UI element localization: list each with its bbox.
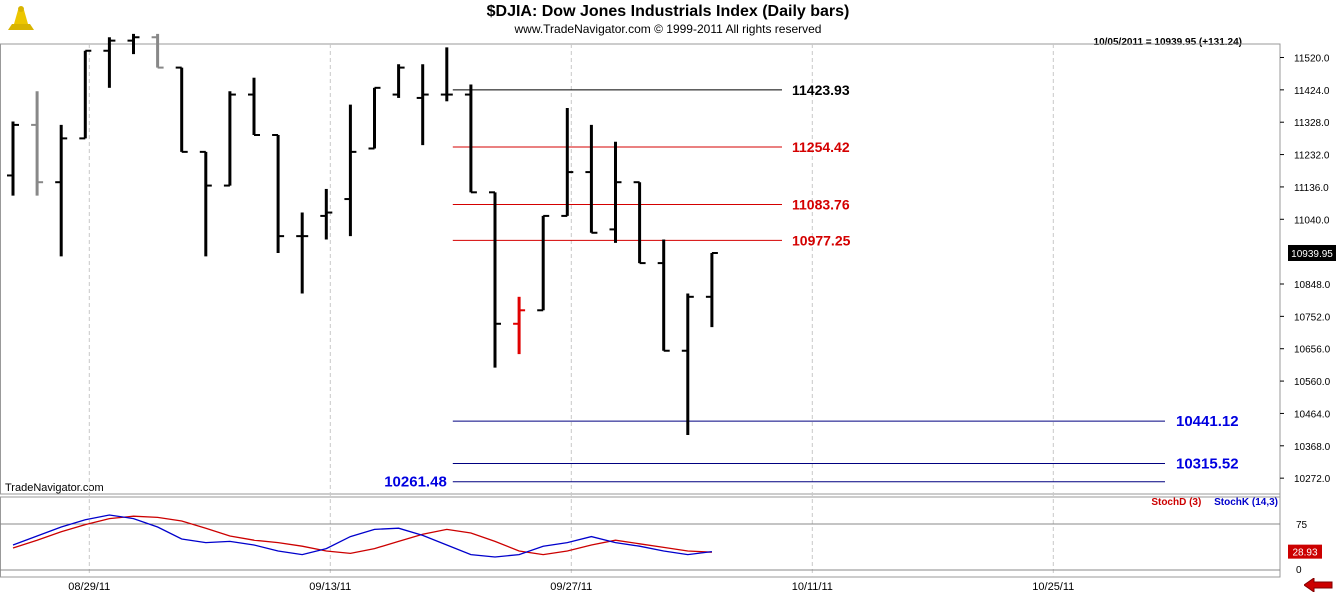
chart-title: $DJIA: Dow Jones Industrials Index (Dail…: [486, 3, 850, 20]
date-tick-label: 09/13/11: [309, 581, 351, 593]
price-tick-label: 11424.0: [1294, 86, 1330, 97]
price-tick-label: 10560.0: [1294, 377, 1331, 388]
stoch-last-tag: [1288, 544, 1322, 559]
price-tick-label: 10464.0: [1294, 409, 1331, 420]
stoch-last-tag-label: 28.93: [1292, 548, 1317, 559]
stoch-tick-label: 0: [1296, 565, 1302, 576]
stoch-panel-frame: [0, 496, 1281, 578]
last-price-info: 10/05/2011 = 10939.95 (+131.24): [1093, 37, 1242, 48]
level-label: 10977.25: [792, 232, 851, 248]
legend-stoch-k: StochK (14,3): [1214, 497, 1278, 508]
scroll-left-arrow-icon[interactable]: [1304, 578, 1334, 592]
level-label: 11423.93: [792, 82, 850, 98]
price-tick-label: 10752.0: [1294, 312, 1331, 323]
date-tick-label: 10/25/11: [1032, 581, 1074, 593]
watermark: TradeNavigator.com: [5, 482, 104, 494]
stoch-line-k: [12, 514, 712, 558]
chart-subtitle: www.TradeNavigator.com © 1999-2011 All r…: [514, 22, 822, 36]
date-tick-label: 08/29/11: [68, 581, 110, 593]
level-label: 10441.12: [1176, 413, 1239, 430]
price-tick-label: 10848.0: [1294, 280, 1331, 291]
last-price-tag: [1288, 244, 1336, 261]
level-label: 10261.48: [384, 474, 447, 491]
date-tick-label: 10/11/11: [792, 581, 833, 593]
legend-stoch-d: StochD (3): [1151, 497, 1202, 508]
stoch-tick-label: 75: [1296, 520, 1308, 531]
indicator-legend: StochD (3) StochK (14,3): [1151, 497, 1278, 508]
price-tick-label: 11232.0: [1294, 151, 1330, 162]
date-tick-label: 09/27/11: [550, 581, 592, 593]
level-label: 11254.42: [792, 139, 850, 155]
price-tick-label: 10656.0: [1294, 345, 1331, 356]
price-tick-label: 11328.0: [1294, 118, 1330, 129]
price-tick-label: 10368.0: [1294, 442, 1331, 453]
price-tick-label: 11520.0: [1294, 53, 1330, 64]
logo-icon: [8, 6, 34, 30]
level-label: 10315.52: [1176, 455, 1239, 472]
price-tick-label: 10272.0: [1294, 474, 1331, 485]
level-label: 11083.76: [792, 197, 850, 213]
price-tick-label: 11136.0: [1294, 183, 1329, 194]
price-panel-frame: [0, 43, 1281, 495]
stoch-line-d: [12, 515, 712, 556]
price-tick-label: 11040.0: [1294, 215, 1330, 226]
last-price-tag-label: 10939.95: [1291, 249, 1333, 260]
